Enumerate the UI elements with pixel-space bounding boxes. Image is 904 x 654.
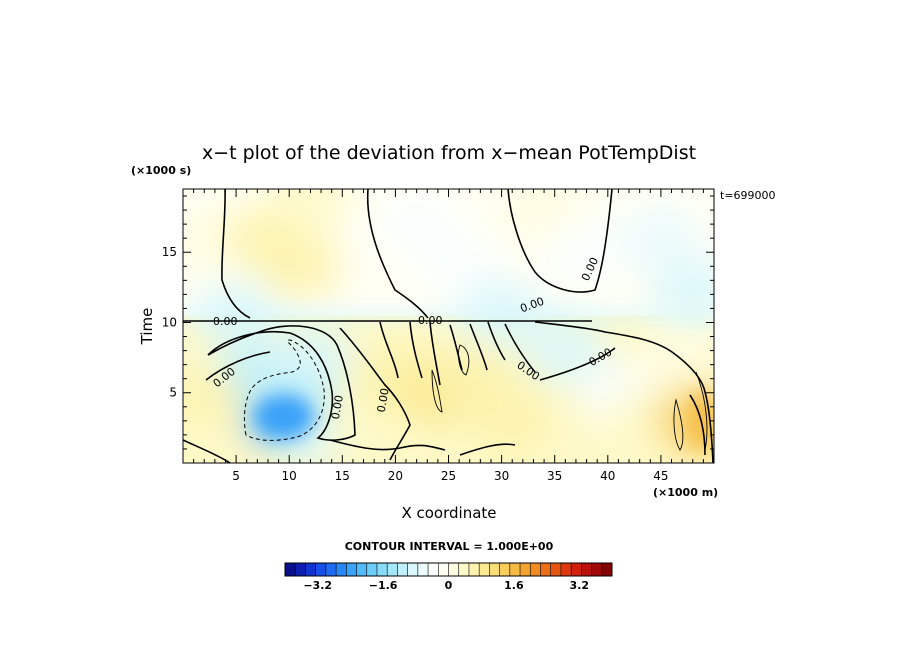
colorbar-tick-labels: −3.2 −1.6 0 1.6 3.2 bbox=[303, 579, 589, 592]
x-unit-label: (×1000 m) bbox=[653, 486, 718, 499]
zero-contour-left-tongue bbox=[221, 189, 251, 319]
contour-thin-cell-4 bbox=[695, 371, 708, 451]
colorbar-swatch bbox=[601, 563, 613, 576]
x-tick-label: 45 bbox=[653, 469, 668, 483]
colorbar-swatch bbox=[591, 563, 603, 576]
colorbar-swatch bbox=[438, 563, 449, 576]
colorbar bbox=[284, 562, 613, 577]
colorbar-swatch bbox=[499, 563, 511, 576]
y-axis-label: Time bbox=[138, 308, 156, 346]
contour-thin-cell bbox=[457, 344, 470, 376]
zero-contour-central-tongue bbox=[366, 189, 429, 319]
colorbar-tick-label: 0 bbox=[445, 579, 453, 592]
colorbar-swatch bbox=[325, 563, 337, 576]
x-axis-label: X coordinate bbox=[401, 504, 496, 522]
x-tick-label: 5 bbox=[232, 469, 240, 483]
colorbar-swatch bbox=[315, 563, 327, 576]
field-cell bbox=[268, 323, 353, 392]
colorbar-swatch bbox=[417, 563, 429, 576]
colorbar-swatch bbox=[489, 563, 500, 576]
field-cell bbox=[183, 414, 247, 463]
zero-contour-base-left bbox=[183, 439, 231, 463]
field-cell bbox=[268, 189, 353, 231]
field-cell bbox=[417, 232, 502, 301]
zero-contour-base-center bbox=[329, 439, 446, 451]
colorbar-frame bbox=[284, 562, 613, 577]
colorbar-tick-label: −3.2 bbox=[303, 579, 332, 592]
colorbar-swatch bbox=[305, 563, 316, 576]
colorbar-swatch bbox=[336, 563, 347, 576]
field-cell bbox=[544, 218, 629, 287]
x-tick-label: 40 bbox=[600, 469, 615, 483]
zero-contour-inner-arc bbox=[205, 351, 271, 381]
colorbar-swatch bbox=[458, 563, 470, 576]
x-axis-ticks: 5 10 15 20 25 30 35 40 45 bbox=[193, 189, 704, 483]
colorbar-swatch bbox=[387, 563, 398, 576]
colorbar-swatch bbox=[560, 563, 572, 576]
x-tick-label: 15 bbox=[335, 469, 350, 483]
zero-contour-right bbox=[534, 321, 714, 463]
x-tick-label: 30 bbox=[494, 469, 509, 483]
colorbar-swatch bbox=[285, 563, 296, 576]
negative-contour-vortex bbox=[243, 339, 325, 441]
y-tick-label: 5 bbox=[169, 386, 177, 400]
y-axis-ticks: 5 10 15 bbox=[162, 195, 714, 450]
colorbar-swatch bbox=[397, 563, 408, 576]
field-cell bbox=[640, 316, 714, 385]
colorbar-swatch bbox=[530, 563, 541, 576]
colorbar-swatch bbox=[540, 563, 551, 576]
colorbar-swatch bbox=[509, 563, 521, 576]
y-tick-label: 10 bbox=[162, 315, 177, 329]
colorbar-swatch bbox=[407, 563, 419, 576]
colorbar-tick-label: 1.6 bbox=[504, 579, 524, 592]
colorbar-swatch bbox=[468, 563, 480, 576]
contour-thin-cell-2 bbox=[431, 369, 443, 413]
contour-label: 0.00 bbox=[329, 394, 346, 420]
x-tick-label: 10 bbox=[282, 469, 297, 483]
zero-contour-vortex bbox=[207, 325, 356, 441]
colorbar-swatch bbox=[581, 563, 592, 576]
contour-label: 0.00 bbox=[375, 387, 392, 413]
colorbar-swatch bbox=[550, 563, 562, 576]
colorbar-swatch bbox=[346, 563, 357, 576]
colorbar-swatch bbox=[376, 563, 388, 576]
zero-contour-fingers bbox=[379, 321, 536, 386]
colorbar-tick-label: 3.2 bbox=[570, 579, 590, 592]
chart-title: x−t plot of the deviation from x−mean Po… bbox=[202, 142, 696, 164]
colorbar-tick-label: −1.6 bbox=[369, 579, 398, 592]
colorbar-swatch bbox=[448, 563, 460, 576]
x-tick-label: 25 bbox=[441, 469, 456, 483]
y-unit-label: (×1000 s) bbox=[131, 164, 191, 177]
colorbar-swatch bbox=[520, 563, 531, 576]
negative-contours bbox=[243, 339, 325, 441]
field-cell bbox=[618, 204, 703, 273]
zero-contours bbox=[183, 189, 714, 463]
y-tick-label: 15 bbox=[162, 245, 177, 259]
field-cell bbox=[470, 386, 555, 455]
colorbar-swatch bbox=[428, 563, 439, 576]
colorbar-swatch bbox=[571, 563, 582, 576]
contour-label: 0.00 bbox=[418, 314, 443, 327]
field-vortex-core bbox=[253, 394, 314, 439]
contour-label: 0.00 bbox=[213, 315, 238, 328]
field-band bbox=[183, 311, 714, 320]
x-tick-label: 20 bbox=[388, 469, 403, 483]
zero-contour-lower-right bbox=[539, 347, 616, 381]
x-tick-label: 35 bbox=[547, 469, 562, 483]
field-cell bbox=[257, 232, 342, 301]
zero-contour-right-tongue bbox=[507, 189, 613, 293]
colorbar-swatch bbox=[479, 563, 490, 576]
field-cell bbox=[523, 316, 608, 385]
zero-contour-middle bbox=[339, 327, 411, 461]
colorbar-swatch bbox=[295, 563, 306, 576]
colorbar-swatch bbox=[366, 563, 378, 576]
contour-thin-cell-3 bbox=[673, 398, 684, 451]
colorbar-swatch bbox=[356, 563, 368, 576]
plot-area: 0.00 0.00 0.00 0.00 0.00 0.00 0.00 0.00 … bbox=[183, 189, 714, 463]
field-cell bbox=[321, 400, 406, 463]
contour-interval-text: CONTOUR INTERVAL = 1.000E+00 bbox=[345, 540, 554, 553]
time-stamp: t=699000 bbox=[720, 189, 776, 202]
